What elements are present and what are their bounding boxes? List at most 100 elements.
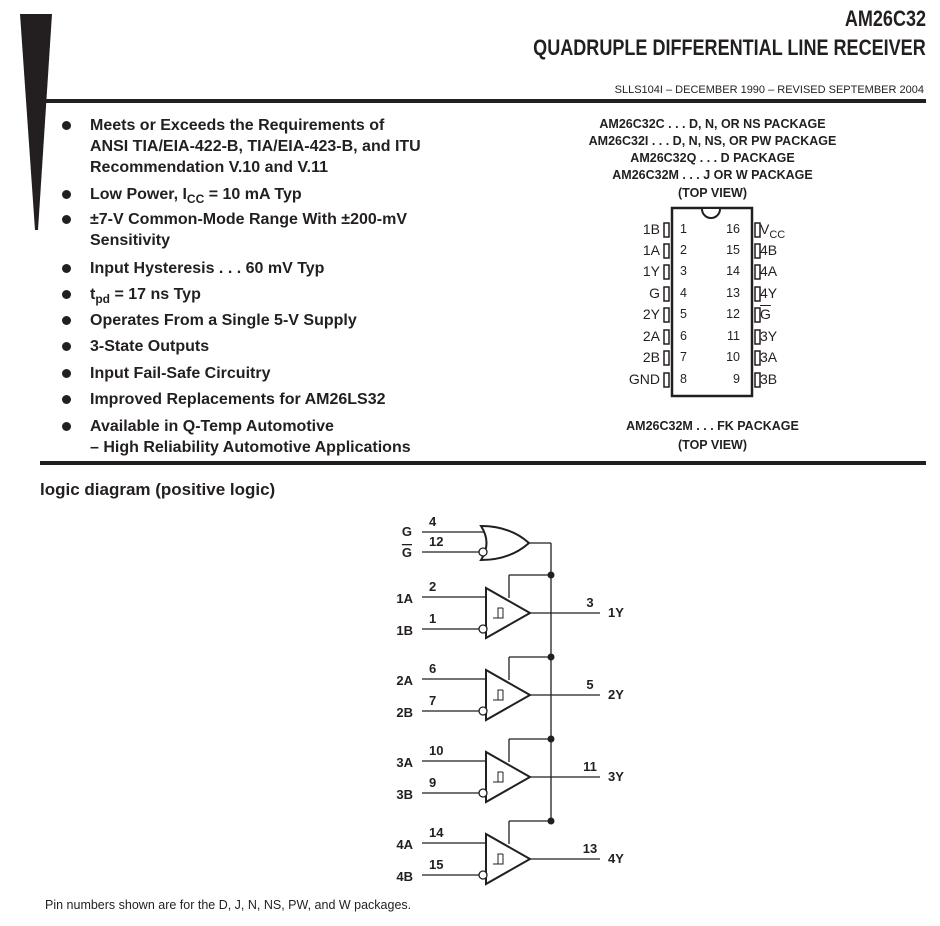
package-line: AM26C32I . . . D, N, NS, OR PW PACKAGE <box>588 134 837 148</box>
output-label: 2Y <box>608 687 624 702</box>
feature-text: Available in Q-Temp Automotive <box>90 418 334 435</box>
inversion-bubble <box>478 547 488 557</box>
feature-text: Sensitivity <box>90 232 171 249</box>
bullet-icon <box>62 342 71 351</box>
pin-name: 3B <box>760 371 778 387</box>
pin-label-right: 4B <box>760 242 777 258</box>
pin-name: 4A <box>760 263 778 279</box>
edge-wedge-mark <box>20 14 52 230</box>
package-line: AM26C32M . . . J OR W PACKAGE <box>612 168 813 182</box>
pin-lead <box>663 329 670 345</box>
pin-label-left: 1Y <box>642 263 660 279</box>
feature-text: Improved Replacements for AM26LS32 <box>90 391 386 408</box>
inversion-bubble <box>478 788 488 798</box>
gbar-pin-number: 12 <box>429 534 443 549</box>
feature-item: Improved Replacements for AM26LS32 <box>62 389 386 410</box>
pin-number: 10 <box>726 350 740 364</box>
output-label: 3Y <box>608 769 624 784</box>
pin-lead <box>663 307 670 323</box>
receiver-amplifier <box>485 586 533 640</box>
input-b-pin-number: 9 <box>429 775 436 790</box>
document-id: SLLS104I – DECEMBER 1990 – REVISED SEPTE… <box>614 84 924 96</box>
feature-text: Recommendation V.10 and V.11 <box>90 159 329 176</box>
pin-number: 15 <box>726 243 740 257</box>
pin-label-left: 1A <box>642 242 660 258</box>
pin-lead <box>754 264 761 280</box>
dip-package-outline <box>663 206 761 398</box>
bullet-icon <box>62 215 71 224</box>
pin-number: 4 <box>680 286 687 300</box>
output-label: 1Y <box>608 605 624 620</box>
pin-lead <box>663 222 670 238</box>
input-a-pin-number: 10 <box>429 743 443 758</box>
pin-label-left: 2Y <box>642 306 660 322</box>
hysteresis-icon <box>493 853 504 865</box>
receiver-amplifier <box>485 832 533 886</box>
package-line: (TOP VIEW) <box>678 186 747 200</box>
pin-number: 1 <box>680 222 687 236</box>
pin-number: 8 <box>680 372 687 386</box>
input-b-label: 3B <box>396 787 413 802</box>
pin-label-right: VCC <box>760 221 785 241</box>
gbar-label: G <box>402 545 412 560</box>
feature-text: Low Power, I <box>90 186 187 203</box>
input-b-label: 2B <box>396 705 413 720</box>
feature-text: = 17 ns Typ <box>110 286 201 303</box>
feature-text: ±7-V Common-Mode Range With ±200-mV <box>90 211 407 228</box>
output-label: 4Y <box>608 851 624 866</box>
bullet-icon <box>62 422 71 431</box>
pin-lead <box>754 222 761 238</box>
input-a-label: 4A <box>396 837 413 852</box>
pin-label-left: 1B <box>642 221 660 237</box>
pin-lead <box>663 372 670 388</box>
feature-item: tpd = 17 ns Typ <box>62 284 201 310</box>
input-a-pin-number: 6 <box>429 661 436 676</box>
receiver-amplifier <box>485 668 533 722</box>
input-a-label: 1A <box>396 591 413 606</box>
pin-number: 5 <box>680 307 687 321</box>
document-title: QUADRUPLE DIFFERENTIAL LINE RECEIVER <box>533 35 926 60</box>
inversion-bubble <box>478 624 488 634</box>
pin-label-right: 3Y <box>760 328 777 344</box>
g-label: G <box>402 524 412 539</box>
output-pin-number: 5 <box>586 677 593 692</box>
header-rule <box>44 99 926 103</box>
pin-label-left: GND <box>628 371 660 387</box>
pin-name-sub: CC <box>769 228 786 241</box>
pin-number: 14 <box>726 264 740 278</box>
pin-label-left: G <box>649 285 660 301</box>
output-pin-number: 3 <box>586 595 593 610</box>
package-line: AM26C32C . . . D, N, OR NS PACKAGE <box>599 117 826 131</box>
hysteresis-icon <box>493 607 504 619</box>
fk-package-line: (TOP VIEW) <box>678 438 747 452</box>
pin-number: 16 <box>726 222 740 236</box>
pin-lead <box>754 243 761 259</box>
feature-text: Operates From a Single 5-V Supply <box>90 312 357 329</box>
logic-diagram: GG4121A1B2131Y2A2B6752Y3A3B109113Y4A4B14… <box>396 514 624 886</box>
feature-item: Available in Q-Temp Automotive – High Rel… <box>62 416 411 458</box>
pin-name: 3Y <box>760 328 778 344</box>
pin-label-right: 4A <box>760 263 777 279</box>
feature-item: Meets or Exceeds the Requirements of ANSI… <box>62 115 421 178</box>
pin-label-right: 4Y <box>760 285 777 301</box>
bullet-icon <box>62 190 71 199</box>
pin-lead <box>754 329 761 345</box>
pin-lead <box>663 286 670 302</box>
input-a-label: 3A <box>396 755 413 770</box>
feature-text: – High Reliability Automotive Applicatio… <box>90 439 411 456</box>
input-a-pin-number: 2 <box>429 579 436 594</box>
feature-item: Operates From a Single 5-V Supply <box>62 310 357 331</box>
hysteresis-icon <box>493 771 504 783</box>
bullet-icon <box>62 290 71 299</box>
feature-text: CC <box>186 192 205 207</box>
hysteresis-icon <box>493 689 504 701</box>
fk-package-line: AM26C32M . . . FK PACKAGE <box>626 419 799 433</box>
feature-text: = 10 mA Typ <box>204 186 302 203</box>
input-a-label: 2A <box>396 673 413 688</box>
feature-item: Input Fail-Safe Circuitry <box>62 363 270 384</box>
pin-lead <box>663 243 670 259</box>
input-b-label: 4B <box>396 869 413 884</box>
input-b-pin-number: 1 <box>429 611 436 626</box>
input-b-label: 1B <box>396 623 413 638</box>
